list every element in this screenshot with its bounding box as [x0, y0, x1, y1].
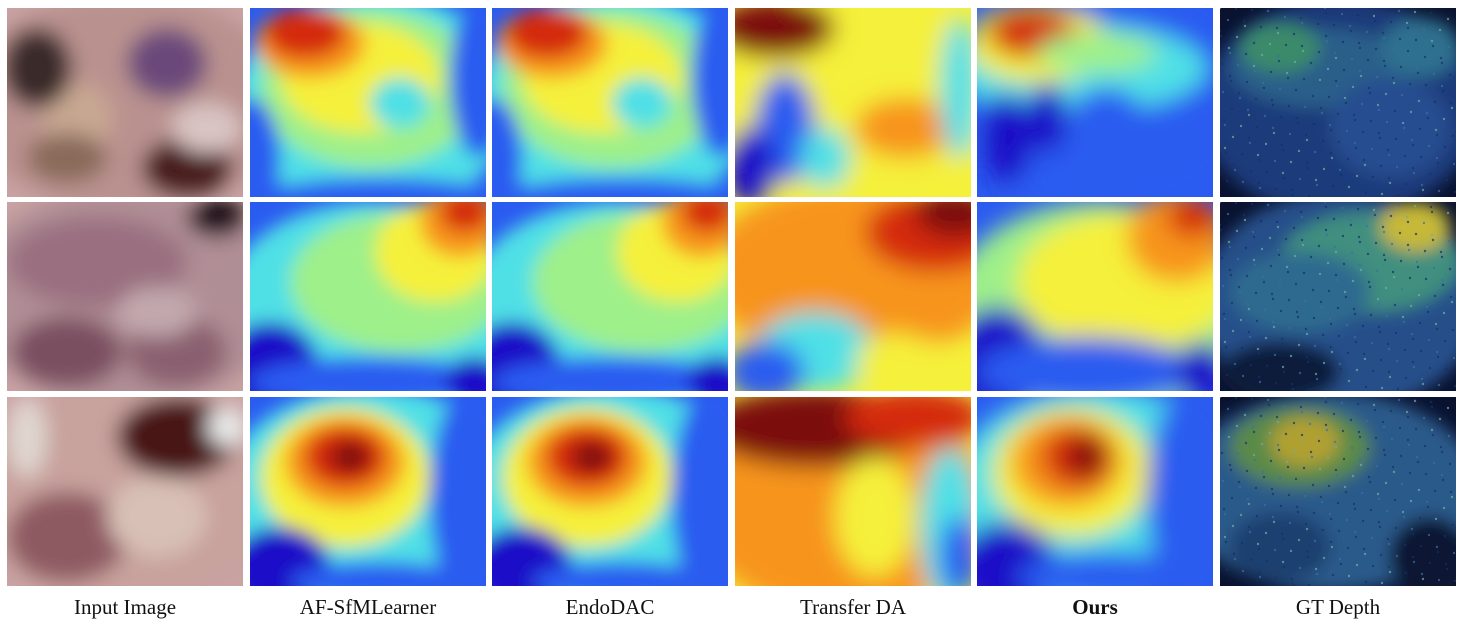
- tile-ours-row-1: [977, 8, 1213, 197]
- tile-af-sfmlearner-row-3: [250, 397, 486, 586]
- tile-af-sfmlearner-row-1: [250, 8, 486, 197]
- label-transfer-da: Transfer DA: [800, 595, 906, 619]
- tile-input-row-3: [7, 397, 243, 586]
- tile-transfer-da-row-2: [735, 202, 971, 391]
- tile-gt-depth-row-1: [1220, 8, 1456, 197]
- label-gt-depth: GT Depth: [1295, 595, 1381, 619]
- tile-af-sfmlearner-row-2: [250, 202, 486, 391]
- tile-ours-row-2: [977, 202, 1213, 391]
- tile-ours-row-3: [977, 397, 1213, 586]
- tile-gt-depth-row-2: [1220, 202, 1456, 391]
- label-endodac: EndoDAC: [565, 595, 655, 619]
- tile-endodac-row-3: [492, 397, 728, 586]
- tile-input-row-2: [7, 202, 243, 391]
- label-ours: Ours: [1072, 595, 1118, 619]
- label-af-sfmlearner: AF-SfMLearner: [299, 595, 437, 619]
- label-input-image: Input Image: [73, 595, 177, 619]
- tile-input-row-1: [7, 8, 243, 197]
- tile-endodac-row-1: [492, 8, 728, 197]
- tile-transfer-da-row-1: [735, 8, 971, 197]
- tile-gt-depth-row-3: [1220, 397, 1456, 586]
- tile-transfer-da-row-3: [735, 397, 971, 586]
- tile-endodac-row-2: [492, 202, 728, 391]
